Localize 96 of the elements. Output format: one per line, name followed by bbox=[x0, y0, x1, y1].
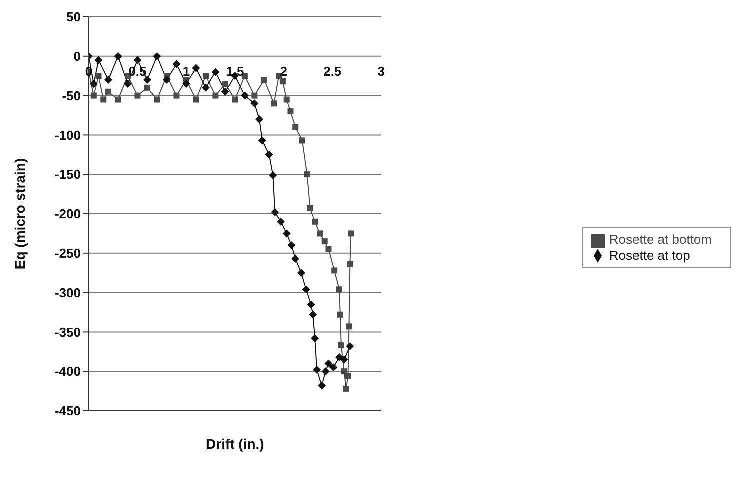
point bbox=[221, 88, 230, 96]
point bbox=[240, 92, 249, 100]
point bbox=[250, 100, 259, 108]
x-tick-label: 2 bbox=[280, 64, 288, 80]
point bbox=[115, 96, 122, 103]
point bbox=[341, 368, 348, 375]
point bbox=[193, 96, 200, 103]
point bbox=[269, 171, 278, 180]
point bbox=[288, 108, 294, 115]
point bbox=[318, 382, 326, 390]
point bbox=[154, 96, 160, 103]
y-tick-label: -250 bbox=[54, 246, 81, 262]
point bbox=[172, 60, 181, 68]
point bbox=[134, 92, 141, 99]
point bbox=[307, 300, 316, 309]
point bbox=[114, 52, 122, 60]
point bbox=[280, 78, 286, 85]
point bbox=[324, 360, 333, 368]
point bbox=[100, 96, 107, 103]
point bbox=[346, 342, 354, 350]
point bbox=[232, 96, 238, 103]
point bbox=[309, 310, 318, 319]
point bbox=[338, 342, 344, 349]
point bbox=[90, 92, 97, 99]
point bbox=[292, 124, 299, 130]
x-tick-label: 3 bbox=[378, 64, 385, 80]
point bbox=[202, 84, 210, 92]
y-tick-label: -100 bbox=[54, 128, 81, 143]
y-tick-label: -400 bbox=[54, 364, 81, 380]
point bbox=[271, 100, 278, 107]
legend-label: Rosette at bottom bbox=[609, 232, 712, 247]
point bbox=[348, 230, 354, 237]
point bbox=[326, 246, 332, 252]
point bbox=[174, 92, 180, 99]
point bbox=[312, 218, 318, 225]
point bbox=[134, 56, 142, 64]
point bbox=[297, 269, 306, 278]
point bbox=[143, 76, 152, 84]
point bbox=[258, 136, 266, 145]
point bbox=[94, 56, 103, 64]
point bbox=[307, 205, 314, 212]
point bbox=[202, 73, 209, 80]
point bbox=[347, 261, 354, 268]
point bbox=[337, 312, 344, 318]
point bbox=[330, 364, 338, 372]
point bbox=[304, 172, 310, 178]
point bbox=[332, 268, 338, 274]
point bbox=[288, 242, 296, 250]
point bbox=[299, 138, 306, 144]
x-tick-label: 2.5 bbox=[324, 64, 342, 80]
point bbox=[212, 68, 220, 76]
point bbox=[276, 218, 285, 226]
legend-label: Rosette at top bbox=[609, 248, 690, 262]
point bbox=[316, 230, 323, 237]
point bbox=[153, 52, 162, 60]
point bbox=[182, 80, 190, 88]
point bbox=[105, 88, 112, 95]
y-tick-label: -50 bbox=[62, 88, 81, 104]
point bbox=[335, 353, 344, 362]
y-tick-label: -350 bbox=[54, 324, 81, 340]
y-tick-label: -300 bbox=[54, 285, 81, 300]
point bbox=[252, 92, 258, 99]
point bbox=[322, 238, 328, 245]
point bbox=[282, 230, 291, 238]
y-axis-title: Eq (micro strain) bbox=[12, 158, 28, 270]
point bbox=[192, 64, 200, 72]
x-tick-label: 1 bbox=[182, 64, 190, 80]
point bbox=[256, 115, 264, 124]
point bbox=[90, 80, 98, 88]
point bbox=[222, 80, 228, 87]
y-tick-label: -150 bbox=[54, 167, 81, 182]
y-tick-label: 0 bbox=[74, 49, 81, 64]
point bbox=[144, 84, 150, 91]
point bbox=[261, 77, 268, 84]
point bbox=[340, 356, 348, 364]
point bbox=[271, 208, 280, 216]
y-tick-label: 50 bbox=[66, 10, 81, 25]
point bbox=[311, 334, 320, 343]
point bbox=[212, 92, 219, 99]
point bbox=[284, 96, 290, 103]
point bbox=[162, 76, 171, 84]
point bbox=[346, 324, 352, 330]
point bbox=[302, 286, 310, 294]
x-axis-title: Drift (in.) bbox=[206, 436, 264, 452]
point bbox=[124, 80, 132, 88]
y-tick-label: -450 bbox=[54, 404, 81, 419]
point bbox=[313, 366, 322, 374]
point bbox=[345, 373, 352, 380]
point bbox=[104, 76, 112, 84]
y-tick-label: -200 bbox=[54, 206, 81, 222]
point bbox=[343, 386, 350, 392]
point bbox=[265, 150, 274, 159]
point bbox=[322, 368, 330, 376]
point bbox=[96, 73, 102, 80]
point bbox=[336, 286, 342, 293]
point bbox=[292, 254, 300, 263]
